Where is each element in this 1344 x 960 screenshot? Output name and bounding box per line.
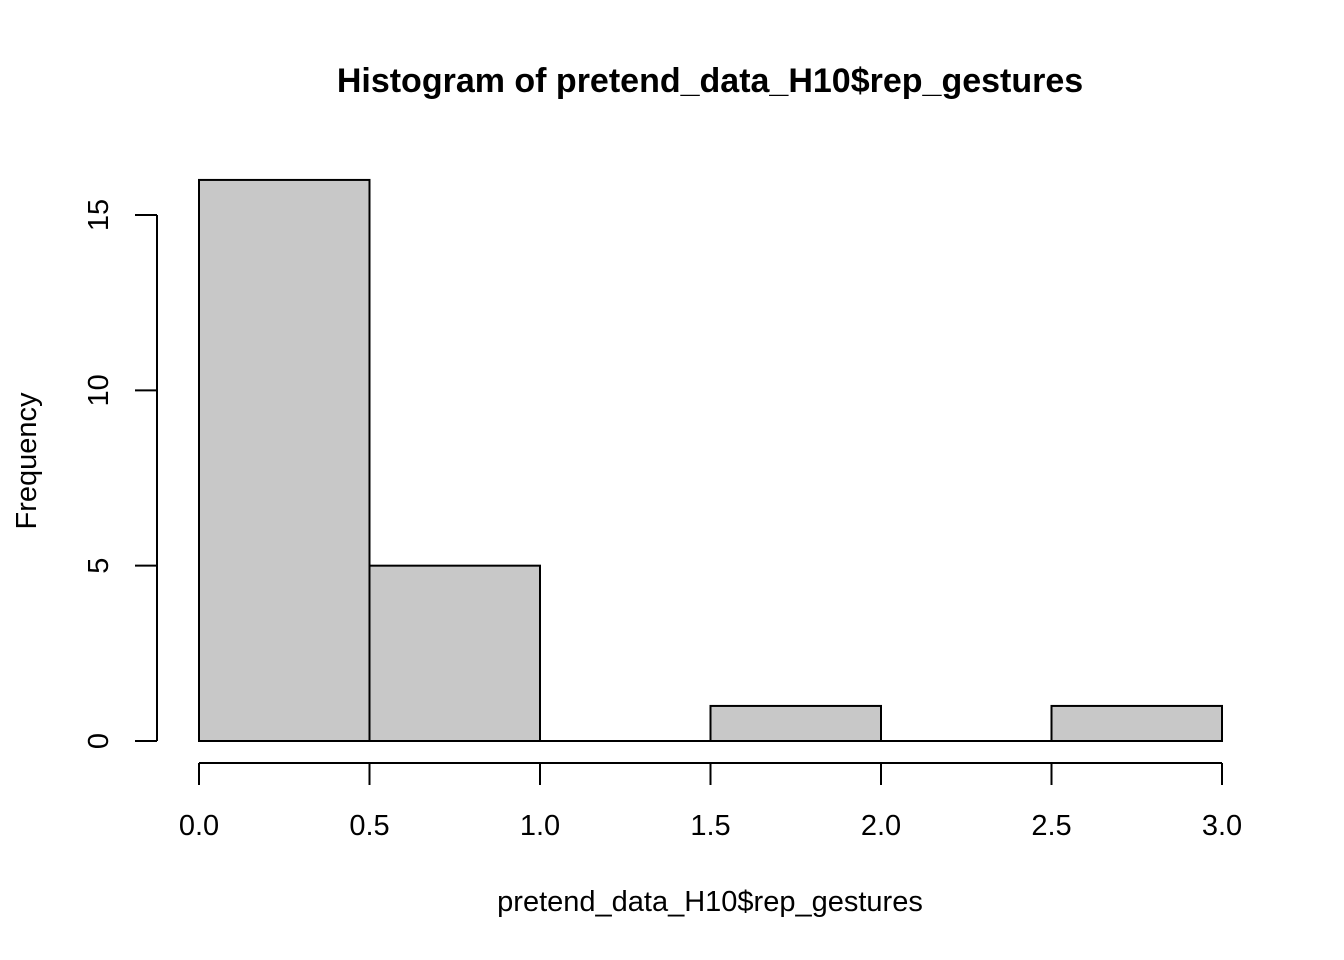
x-tick-label-0: 0.0 — [179, 810, 219, 842]
x-axis: 0.0 0.5 1.0 1.5 2.0 2.5 3.0 — [179, 762, 1242, 842]
bar-3 — [709, 704, 882, 743]
y-tick-label-2: 10 — [83, 374, 115, 406]
y-axis-label: Frequency — [11, 392, 43, 530]
y-tick-label-0: 0 — [83, 733, 115, 749]
x-tick-label-6: 3.0 — [1202, 810, 1242, 842]
chart-title: Histogram of pretend_data_H10$rep_gestur… — [337, 62, 1083, 100]
y-axis: 0 5 10 15 — [83, 199, 158, 749]
bar-1 — [368, 564, 541, 743]
x-tick-label-4: 2.0 — [861, 810, 901, 842]
x-tick-label-5: 2.5 — [1031, 810, 1071, 842]
x-tick-label-3: 1.5 — [690, 810, 730, 842]
x-axis-label: pretend_data_H10$rep_gestures — [497, 886, 923, 918]
y-tick-label-3: 15 — [83, 199, 115, 231]
x-tick-label-2: 1.0 — [520, 810, 560, 842]
bar-0 — [198, 178, 371, 742]
x-tick-label-1: 0.5 — [349, 810, 389, 842]
y-tick-label-1: 5 — [83, 558, 115, 574]
bars-group — [198, 178, 1223, 743]
bar-5 — [1050, 704, 1223, 743]
